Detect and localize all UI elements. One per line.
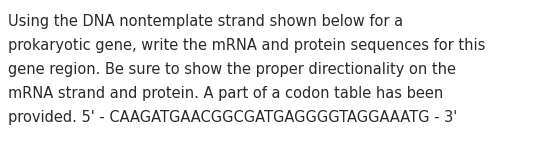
Text: gene region. Be sure to show the proper directionality on the: gene region. Be sure to show the proper … bbox=[8, 62, 456, 77]
Text: provided. 5' - CAAGATGAACGGCGATGAGGGGTAGGAAATG - 3': provided. 5' - CAAGATGAACGGCGATGAGGGGTAG… bbox=[8, 110, 457, 125]
Text: Using the DNA nontemplate strand shown below for a: Using the DNA nontemplate strand shown b… bbox=[8, 14, 403, 29]
Text: prokaryotic gene, write the mRNA and protein sequences for this: prokaryotic gene, write the mRNA and pro… bbox=[8, 38, 485, 53]
Text: mRNA strand and protein. A part of a codon table has been: mRNA strand and protein. A part of a cod… bbox=[8, 86, 443, 101]
